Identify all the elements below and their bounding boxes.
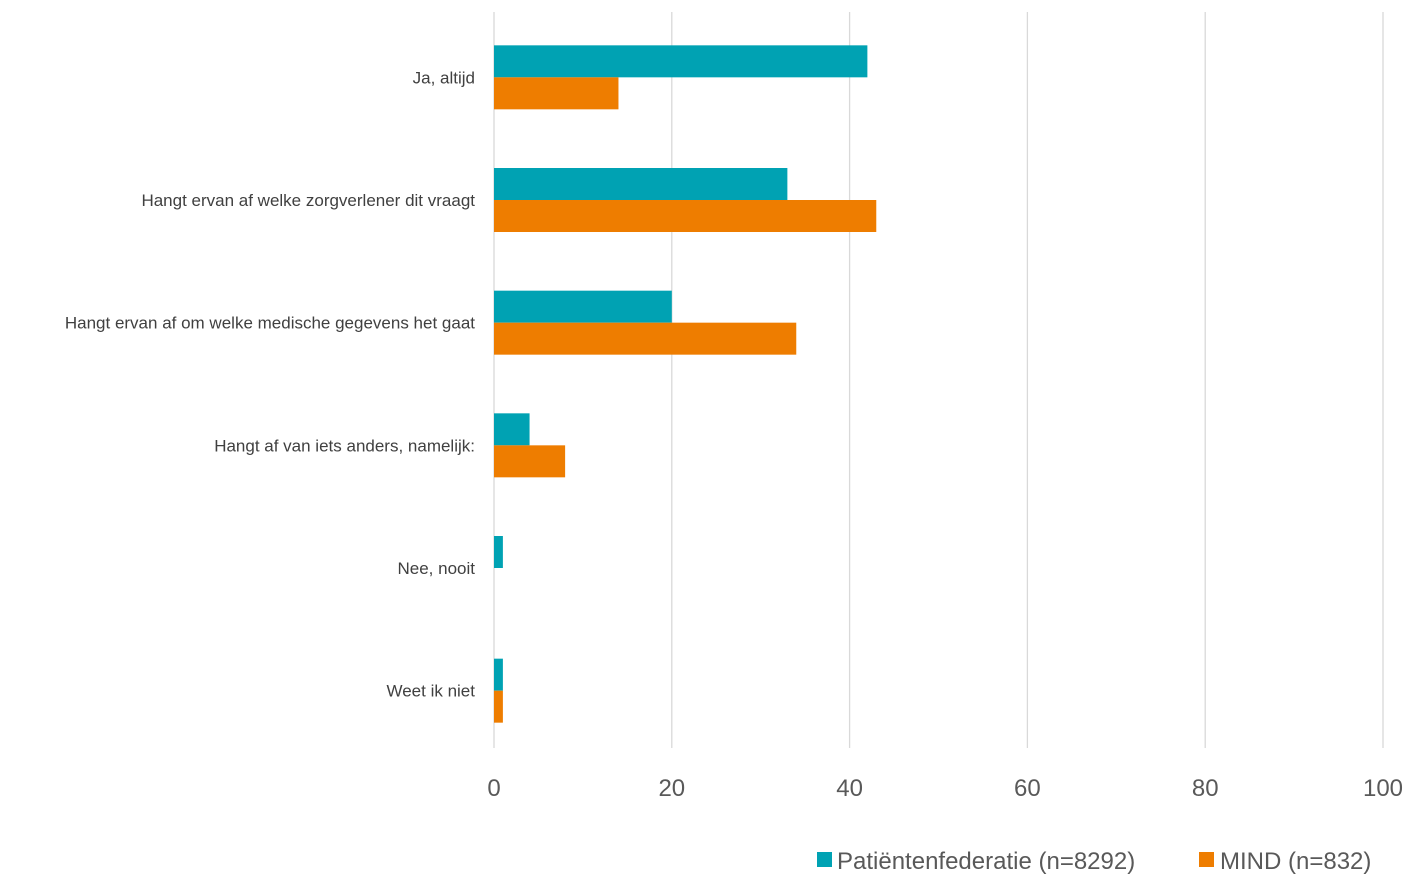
x-tick-label-80: 80 xyxy=(1192,775,1219,802)
legend-swatch-patientenfederatie xyxy=(817,852,832,867)
legend-swatch-mind xyxy=(1199,852,1214,867)
legend[interactable]: Patiëntenfederatie (n=8292) MIND (n=832) xyxy=(817,848,1371,875)
bar-patientenfederatie-0[interactable] xyxy=(494,45,868,78)
category-label-1: Hangt ervan af welke zorgverlener dit vr… xyxy=(141,191,475,210)
x-tick-label-100: 100 xyxy=(1363,775,1403,802)
bar-patientenfederatie-5[interactable] xyxy=(494,658,503,691)
x-tick-label-40: 40 xyxy=(836,775,863,802)
x-tick-label-20: 20 xyxy=(658,775,685,802)
category-label-5: Weet ik niet xyxy=(386,682,475,701)
bar-mind-5[interactable] xyxy=(494,690,503,723)
gridlines xyxy=(493,12,1384,748)
bar-mind-1[interactable] xyxy=(494,200,877,232)
bar-mind-3[interactable] xyxy=(494,445,566,478)
bar-patientenfederatie-2[interactable] xyxy=(494,290,672,323)
x-tick-label-60: 60 xyxy=(1014,775,1041,802)
bar-patientenfederatie-4[interactable] xyxy=(494,536,503,568)
bar-patientenfederatie-1[interactable] xyxy=(494,168,788,200)
bar-mind-2[interactable] xyxy=(494,322,797,355)
x-tick-labels: 0 20 40 60 80 100 xyxy=(487,775,1403,802)
x-tick-label-0: 0 xyxy=(487,775,500,802)
bar-mind-0[interactable] xyxy=(494,77,619,110)
category-labels: Ja, altijd Hangt ervan af welke zorgverle… xyxy=(65,68,475,700)
category-label-4: Nee, nooit xyxy=(398,559,476,578)
legend-label-patientenfederatie: Patiëntenfederatie (n=8292) xyxy=(837,848,1135,875)
category-label-2: Hangt ervan af om welke medische gegeven… xyxy=(65,314,475,333)
legend-label-mind: MIND (n=832) xyxy=(1220,848,1371,875)
category-label-3: Hangt af van iets anders, namelijk: xyxy=(214,436,475,455)
bars xyxy=(494,45,877,723)
bar-patientenfederatie-3[interactable] xyxy=(494,413,530,446)
category-label-0: Ja, altijd xyxy=(413,68,475,87)
